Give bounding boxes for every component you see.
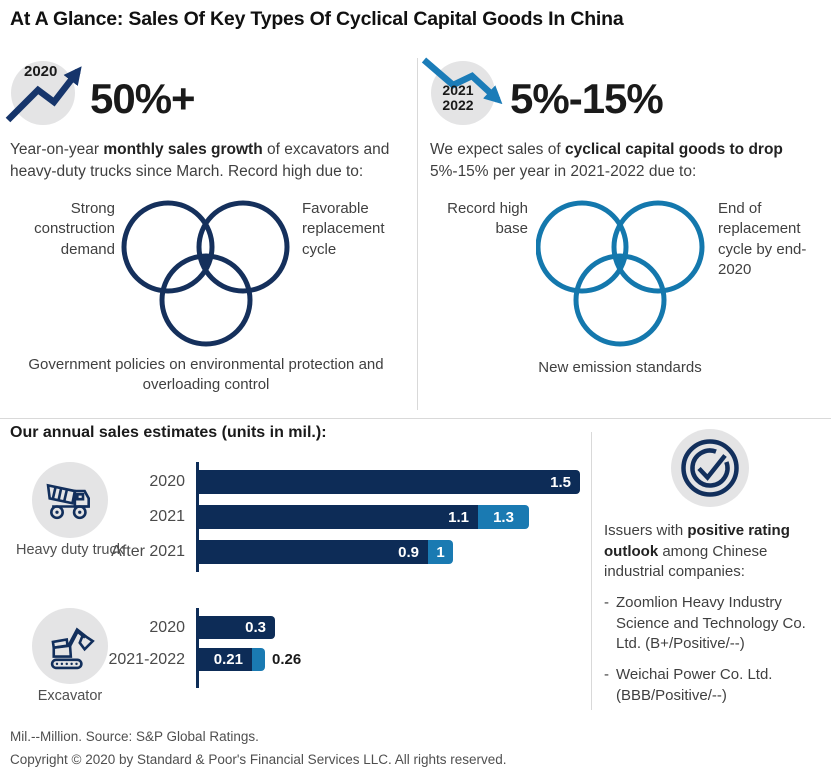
bar-segment: 1.3 [478,505,529,529]
growth-desc-pre: Year-on-year [10,141,104,158]
trend-down-arrow-icon [421,57,503,105]
growth-venn-diagram [121,200,290,347]
issuers-intro-pre: Issuers with [604,522,688,539]
decline-badge-year-2: 2022 [442,97,474,114]
bar-value-label: 1.1 [448,508,469,526]
category-label: After 2021 [111,543,185,560]
excavator-icon-block: Excavator [12,608,128,705]
excavator-caption: Excavator [37,688,103,704]
growth-headline: 50%+ [90,75,196,122]
bar-value-label: 0.26 [272,651,302,668]
issuer-item: Zoomlion Heavy Industry Science and Tech… [604,593,830,655]
bar: 0.21 0.26 [199,648,301,671]
category-label: 2021-2022 [108,650,185,668]
decline-headline: 5%-15% [510,75,664,122]
bar-segment: 1.5 [199,470,580,494]
trend-up-arrow-icon [5,66,82,123]
bar-segment: 0.3 [199,616,275,639]
issuers-intro-bold: positive rating outlook [604,522,790,560]
bar-value-label: 1.5 [550,473,571,491]
decline-desc-post: 5%-15% per year in 2021-2022 due to: [430,162,697,180]
growth-badge-year: 2020 [24,63,58,80]
bar-value-label: 0.9 [398,543,419,561]
bar: 1.5 [199,470,580,494]
bar: 0.3 [199,616,275,639]
bar: 1.1 1.3 [199,505,529,529]
excavator-chart-group: Excavator 2020 0.3 2021-2022 0.21 0.26 [10,608,585,713]
bar-segment: 1 [428,540,453,564]
excavator-chart-axis [196,608,199,688]
check-circle-icon [671,429,749,507]
issuers-intro: Issuers with positive rating outlook amo… [604,521,830,583]
bar: 0.9 1 [199,540,453,564]
growth-venn-label-right: Favorable replacement cycle [302,200,385,258]
footer-copyright: Copyright © 2020 by Standard & Poor's Fi… [10,752,507,767]
issuers-panel: Issuers with positive rating outlook amo… [604,521,830,707]
bar-segment: 0.21 [199,648,252,671]
bar-value-label: 1 [436,543,445,561]
decline-description: We expect sales of cyclical capital good… [430,139,826,182]
decline-desc-bold: cyclical capital goods to drop [564,141,783,158]
chart-row: 2021-2022 0.21 0.26 [108,648,301,671]
page-title: At A Glance: Sales Of Key Types Of Cycli… [10,8,624,30]
excavator-icon [32,608,108,684]
growth-desc-post: of excavators and heavy-duty trucks sinc… [10,141,390,180]
decline-venn-label-bottom: New emission standards [538,359,702,376]
issuers-intro-post: among Chinese industrial companies: [604,542,768,581]
vertical-divider-bottom [591,432,592,710]
truck-chart-rows: 2020 1.5 2021 1.1 1.3 After 2021 0.9 1 [111,462,580,572]
decline-desc-pre: We expect sales of [430,141,565,158]
truck-chart-group: Heavy duty truck 2020 1.5 2021 1.1 1.3 After … [10,462,585,577]
bar-value-label: 0.21 [213,651,243,668]
truck-chart-axis [196,462,199,572]
bar-value-label: 0.3 [245,619,266,636]
chart-row: After 2021 0.9 1 [111,540,580,564]
growth-desc-bold: monthly sales growth [103,141,263,158]
chart-title: Our annual sales estimates (units in mil… [10,424,327,441]
decline-badge-years: 2021 2022 [439,82,477,114]
category-label: 2020 [149,473,185,490]
decline-venn-diagram [536,200,705,347]
category-label: 2020 [149,618,185,636]
heavy-duty-truck-icon [32,462,108,538]
growth-venn-label-bottom: Government policies on environmental pro… [28,356,384,394]
growth-description: Year-on-year monthly sales growth of exc… [10,139,406,182]
issuer-item: Weichai Power Co. Ltd. (BBB/Positive/--) [604,665,830,706]
bar-value-label: 1.3 [493,508,514,526]
decline-venn-label-right: End of replacement cycle by end-2020 [718,200,807,278]
horizontal-divider [0,418,831,419]
decline-venn-label-left: Record high base [447,200,528,238]
bar-segment: 0.9 [199,540,428,564]
growth-venn-label-left: Strong construction demand [34,200,115,258]
bar-segment [252,648,265,671]
footer-source-note: Mil.--Million. Source: S&P Global Rating… [10,729,259,744]
excavator-chart-rows: 2020 0.3 2021-2022 0.21 0.26 [108,608,301,688]
chart-row: 2020 0.3 [149,616,301,639]
bar-segment: 1.1 [199,505,478,529]
decline-badge-year-1: 2021 [442,82,474,98]
chart-row: 2020 1.5 [149,470,580,494]
chart-row: 2021 1.1 1.3 [149,505,580,529]
truck-caption: Heavy duty truck [16,542,124,558]
truck-icon-block: Heavy duty truck [12,462,128,559]
vertical-divider-top [417,58,418,410]
category-label: 2021 [149,508,185,525]
